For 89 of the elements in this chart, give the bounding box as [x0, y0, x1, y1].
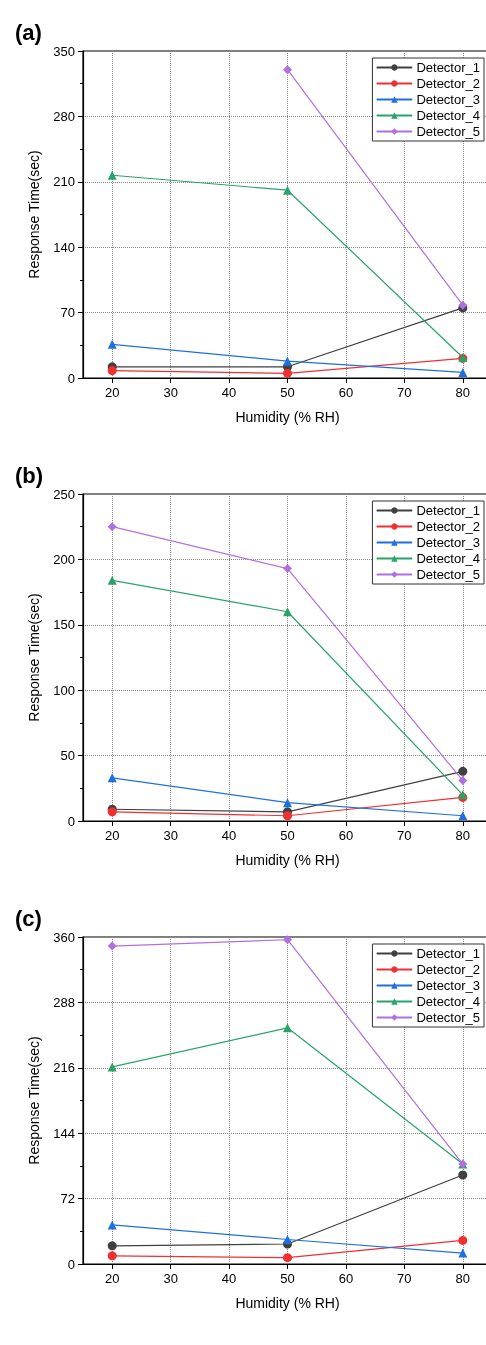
point	[283, 564, 292, 574]
y-tick-label: 0	[67, 1256, 75, 1272]
legend-label: Detector_5	[416, 1010, 480, 1025]
legend-label: Detector_1	[416, 946, 480, 961]
point	[283, 185, 292, 195]
legend-label: Detector_3	[416, 535, 480, 550]
x-tick-label: 40	[221, 385, 237, 400]
y-tick-label: 0	[67, 370, 75, 386]
y-axis-title: Response Time(sec)	[26, 150, 42, 279]
y-tick-label: 50	[60, 748, 75, 764]
y-tick-label: 0	[67, 813, 75, 829]
point	[283, 798, 292, 808]
point	[283, 368, 292, 378]
x-tick-label: 60	[338, 1271, 354, 1286]
point	[107, 170, 117, 180]
y-tick-label: 70	[60, 305, 75, 321]
x-tick-label: 40	[221, 1271, 237, 1286]
point	[283, 356, 292, 366]
legend-label: Detector_4	[416, 108, 480, 123]
x-tick-label: 60	[338, 828, 354, 843]
legend-label: Detector_5	[416, 124, 480, 139]
x-tick-label: 30	[163, 385, 178, 400]
point	[458, 367, 468, 377]
legend-label: Detector_4	[416, 551, 480, 566]
point	[458, 1248, 468, 1258]
y-tick-label: 216	[53, 1060, 75, 1076]
point	[283, 65, 292, 75]
y-tick-label: 360	[53, 929, 75, 945]
point	[283, 935, 292, 945]
point	[458, 775, 468, 785]
y-tick-label: 350	[53, 43, 75, 59]
point	[107, 339, 117, 349]
x-axis-title: Humidity (% RH)	[235, 409, 340, 425]
x-tick-label: 20	[104, 385, 120, 400]
x-tick-label: 70	[397, 828, 412, 843]
legend-label: Detector_3	[416, 92, 480, 107]
x-tick-label: 20	[104, 828, 120, 843]
point	[283, 1253, 292, 1263]
point	[283, 1023, 292, 1033]
point	[107, 522, 117, 532]
x-tick-label: 80	[455, 828, 471, 843]
legend-label: Detector_1	[416, 503, 480, 518]
y-tick-label: 100	[53, 682, 75, 698]
y-tick-label: 288	[53, 994, 75, 1010]
y-tick-label: 150	[53, 617, 75, 633]
legend-label: Detector_2	[416, 962, 480, 977]
x-tick-label: 70	[397, 1271, 412, 1286]
legend-label: Detector_2	[416, 519, 480, 534]
point	[458, 1170, 468, 1180]
y-tick-label: 144	[53, 1125, 75, 1141]
x-tick-label: 50	[280, 828, 295, 843]
y-tick-label: 140	[53, 239, 75, 255]
x-tick-label: 70	[397, 385, 412, 400]
point	[107, 941, 117, 951]
x-tick-label: 50	[280, 385, 295, 400]
x-tick-label: 60	[338, 385, 354, 400]
x-tick-label: 80	[455, 1271, 471, 1286]
point	[283, 607, 292, 617]
y-tick-label: 280	[53, 108, 75, 124]
x-tick-label: 40	[221, 828, 237, 843]
point	[107, 366, 117, 376]
x-tick-label: 30	[163, 828, 178, 843]
point	[107, 1251, 117, 1261]
legend-label: Detector_4	[416, 994, 480, 1009]
point	[283, 811, 292, 821]
y-axis-title: Response Time(sec)	[26, 593, 42, 722]
chart-title: (b)	[15, 462, 44, 488]
legend-label: Detector_3	[416, 978, 480, 993]
x-axis-title: Humidity (% RH)	[235, 1295, 340, 1311]
chart-title: (a)	[15, 19, 42, 45]
y-tick-label: 72	[60, 1191, 75, 1207]
y-tick-label: 210	[53, 174, 75, 190]
point	[107, 575, 117, 585]
point	[107, 1241, 117, 1251]
legend-label: Detector_5	[416, 567, 480, 582]
y-axis-title: Response Time(sec)	[26, 1036, 42, 1165]
legend-label: Detector_1	[416, 60, 480, 75]
point	[458, 766, 468, 776]
point	[458, 1235, 468, 1245]
chart-title: (c)	[15, 905, 42, 931]
x-tick-label: 80	[455, 385, 471, 400]
x-tick-label: 30	[163, 1271, 178, 1286]
y-tick-label: 200	[53, 551, 75, 567]
x-tick-label: 50	[280, 1271, 295, 1286]
x-tick-label: 20	[104, 1271, 120, 1286]
legend-label: Detector_2	[416, 76, 480, 91]
y-tick-label: 250	[53, 486, 75, 502]
x-axis-title: Humidity (% RH)	[235, 852, 340, 868]
point	[283, 1234, 292, 1244]
